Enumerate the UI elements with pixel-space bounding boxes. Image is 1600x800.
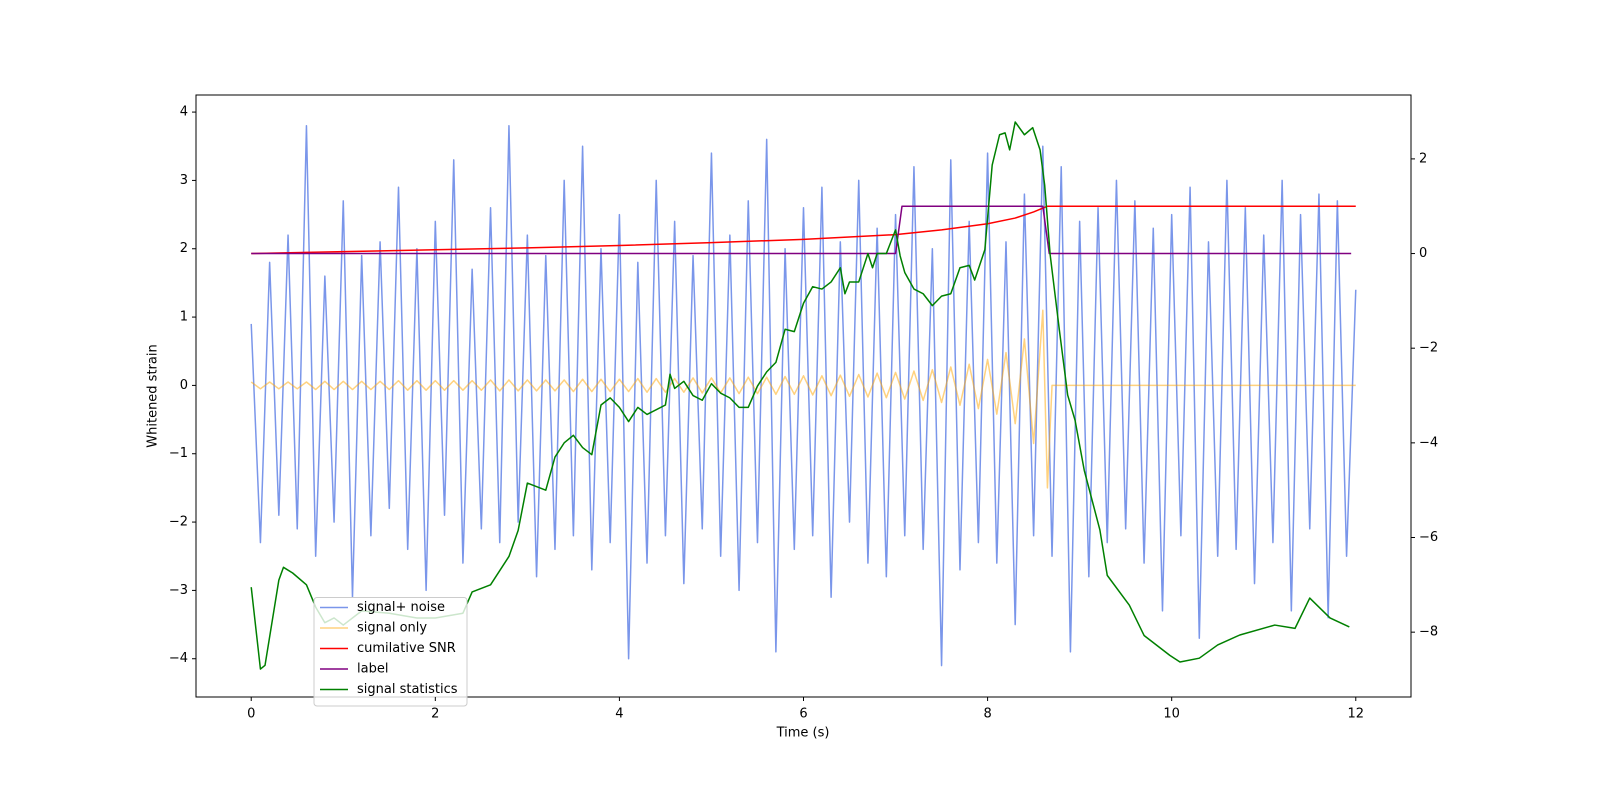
y-axis-label: Whitened strain <box>146 344 161 447</box>
legend-label: signal+ noise <box>357 600 445 615</box>
x-tick-label: 6 <box>799 707 807 722</box>
x-tick-label: 0 <box>247 707 255 722</box>
x-tick-label: 4 <box>615 707 623 722</box>
y2-tick-label: −6 <box>1419 530 1438 545</box>
legend-label: cumilative SNR <box>357 641 456 656</box>
y2-tick-label: 2 <box>1419 151 1427 166</box>
series-line <box>250 125 1357 667</box>
legend-label: label <box>357 662 388 677</box>
legend-label: signal statistics <box>357 682 458 697</box>
y-tick-label: 4 <box>180 105 188 120</box>
x-tick-label: 8 <box>983 707 991 722</box>
y-tick-label: 3 <box>180 173 188 188</box>
y2-tick-label: −4 <box>1419 435 1438 450</box>
y-tick-label: 1 <box>180 310 188 325</box>
legend-box <box>313 597 468 707</box>
y-tick-label: −4 <box>169 651 188 666</box>
legend: signal+ noise signal only cumilative SNR la… <box>313 597 468 707</box>
x-tick-label: 2 <box>431 707 439 722</box>
y-tick-label: 0 <box>180 378 188 393</box>
y-tick-label: −1 <box>169 446 188 461</box>
x-axis-label: Time (s) <box>776 726 830 741</box>
y-tick-label: −3 <box>169 583 188 598</box>
series-line <box>250 309 1356 489</box>
series-line <box>251 205 1352 255</box>
y-tick-label: −2 <box>169 515 188 530</box>
y-tick-label: 2 <box>180 241 188 256</box>
x-tick-label: 12 <box>1347 707 1364 722</box>
y2-tick-label: 0 <box>1419 246 1427 261</box>
x-tick-label: 10 <box>1163 707 1180 722</box>
series-line <box>250 121 1350 670</box>
legend-label: signal only <box>357 621 427 636</box>
y2-tick-label: −8 <box>1419 625 1438 640</box>
y2-tick-label: −2 <box>1419 341 1438 356</box>
plot-area <box>250 121 1357 670</box>
